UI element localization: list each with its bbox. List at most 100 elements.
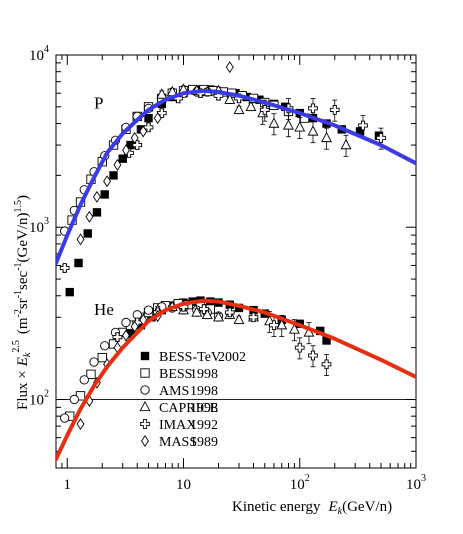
data-point-open-cross — [308, 103, 318, 114]
y-axis-label-exp: 2.5 — [11, 340, 22, 353]
y-tick-label-base: 10 — [29, 392, 44, 408]
x-tick-label-exp: 2 — [305, 473, 310, 484]
data-point-open-circle — [121, 317, 131, 328]
data-point-filled-square — [109, 171, 118, 180]
data-point-open-triangle — [321, 131, 332, 143]
legend-entry-name: BESS — [159, 367, 192, 382]
data-point-open-diamond — [122, 144, 130, 157]
legend-marker-open-triangle — [139, 400, 151, 412]
legend-entry-year: 1989 — [190, 435, 218, 450]
data-point-open-circle — [143, 305, 154, 315]
data-point-open-diamond — [130, 320, 139, 333]
data-point-filled-square — [355, 127, 365, 136]
x-tick-label: 10 — [176, 477, 191, 493]
y-axis-label-sub: k — [22, 352, 33, 357]
x-tick-label-base: 10 — [176, 477, 191, 493]
data-point-open-diamond — [76, 233, 85, 246]
data-point-open-triangle — [201, 308, 213, 319]
data-point-open-triangle — [340, 138, 352, 150]
x-axis-label-var: E — [327, 499, 337, 515]
x-tick-label-base: 10 — [406, 477, 421, 493]
data-point-open-triangle — [276, 319, 288, 330]
data-point-open-cross — [269, 320, 279, 331]
data-point-filled-square — [118, 154, 127, 163]
legend-entry-year: 2002 — [218, 350, 246, 365]
data-point-filled-square — [126, 329, 135, 339]
x-tick-label-base: 1 — [64, 477, 72, 493]
data-point-open-cross — [224, 307, 235, 318]
y-axis-label-unit-e4: 1.5 — [13, 200, 24, 213]
legend-entry-year: 1992 — [190, 418, 218, 433]
legend-marker-open-square — [140, 368, 150, 378]
data-point-open-circle — [100, 341, 110, 351]
y-tick-label-base: 10 — [29, 220, 44, 236]
data-points — [59, 61, 386, 431]
model-curves — [56, 88, 416, 462]
data-point-open-circle — [60, 413, 70, 423]
x-tick-label: 1 — [64, 477, 72, 493]
data-point-open-diamond — [113, 158, 122, 171]
x-axis-label-prefix: Kinetic energy — [232, 499, 321, 515]
data-point-open-cross — [358, 120, 368, 131]
y-tick-label-exp: 2 — [44, 388, 49, 399]
data-point-open-cross — [199, 304, 209, 314]
y-axis-label-unit-sr: sr — [15, 298, 31, 309]
data-point-filled-square — [234, 303, 244, 313]
data-point-open-cross — [376, 133, 386, 143]
x-axis-label-unit: (GeV/n) — [342, 499, 392, 515]
group-labels: P He — [94, 93, 114, 318]
data-point-open-cross — [59, 263, 70, 273]
legend-marker-open-diamond — [141, 434, 149, 448]
y-axis-label-prefix: Flux × — [15, 370, 31, 410]
legend-entry-year: 1998 — [190, 401, 218, 416]
y-tick-label: 102 — [29, 388, 49, 408]
y-axis-label-unit-close: ) — [15, 195, 31, 200]
data-point-open-circle — [79, 375, 89, 385]
data-point-filled-square — [100, 190, 109, 199]
y-tick-label: 103 — [29, 216, 49, 236]
data-point-open-triangle — [233, 103, 245, 115]
data-point-open-square — [97, 352, 107, 363]
y-axis-label-var: E — [15, 357, 31, 367]
data-point-open-cross — [259, 105, 270, 115]
data-point-open-circle — [89, 357, 99, 367]
y-axis-label-unit-e3: -1 — [13, 262, 24, 270]
data-point-filled-square — [136, 320, 146, 330]
x-tick-label: 103 — [406, 473, 426, 493]
data-point-open-triangle — [294, 121, 306, 132]
legend-marker-filled-square — [140, 351, 150, 361]
legend-marker-open-cross — [140, 419, 150, 429]
data-point-open-diamond — [103, 175, 112, 188]
data-point-filled-square — [65, 287, 74, 297]
data-point-open-cross — [132, 140, 143, 150]
data-point-filled-square — [322, 336, 331, 345]
plot-frame — [55, 54, 417, 469]
y-tick-label-base: 10 — [29, 48, 44, 64]
axis-ticks — [55, 54, 417, 469]
data-point-filled-square — [74, 258, 83, 268]
group-label: P — [94, 93, 103, 112]
y-axis-label-unit-e2: -1 — [13, 290, 24, 298]
data-point-open-diamond — [130, 131, 139, 144]
data-point-open-triangle — [268, 117, 280, 128]
legend-entry-year: 1998 — [190, 367, 218, 382]
data-point-open-cross — [329, 105, 340, 115]
y-axis-label-unit-e1: -2 — [13, 309, 24, 317]
legend-entry-name: IMAX — [159, 418, 196, 433]
data-point-open-cross — [132, 317, 143, 328]
legend-entry-year: 1998 — [190, 384, 218, 399]
legend-entry-name: AMS — [159, 384, 189, 399]
group-label: He — [94, 300, 114, 319]
x-axis-label-sub: k — [338, 506, 343, 517]
y-tick-label: 104 — [29, 44, 49, 64]
data-point-open-cross — [321, 359, 332, 370]
data-point-filled-square — [316, 326, 325, 336]
data-point-open-diamond — [93, 190, 101, 203]
y-axis-label-unit-gev: (GeV/n) — [15, 212, 31, 262]
data-point-open-cross — [294, 342, 305, 353]
data-point-filled-square — [83, 229, 92, 238]
data-point-open-cross — [143, 122, 154, 133]
